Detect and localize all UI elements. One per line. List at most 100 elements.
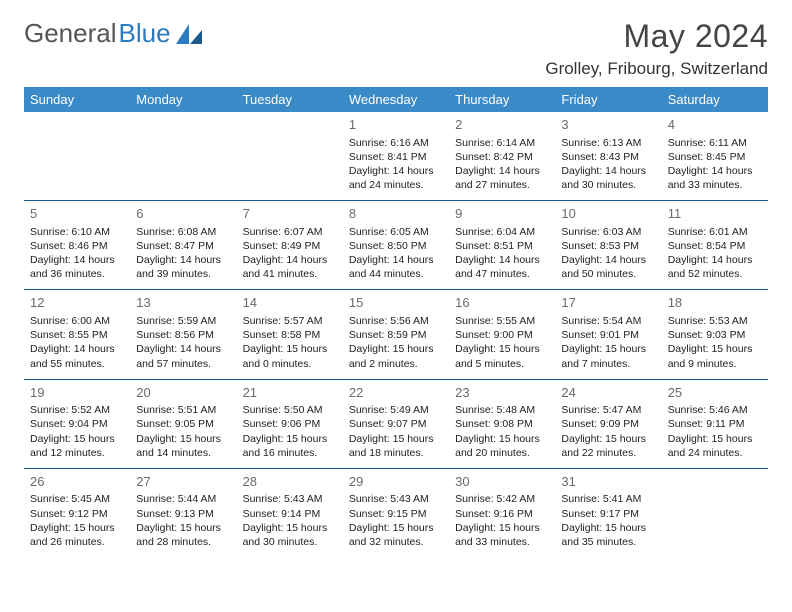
cell-daylight2: and 2 minutes. [349,357,443,371]
day-number: 19 [30,384,124,402]
cell-daylight1: Daylight: 14 hours [349,164,443,178]
calendar-cell: 7Sunrise: 6:07 AMSunset: 8:49 PMDaylight… [237,201,343,290]
cell-daylight2: and 27 minutes. [455,178,549,192]
day-number: 25 [668,384,762,402]
cell-daylight1: Daylight: 14 hours [668,164,762,178]
cell-sunrise: Sunrise: 5:50 AM [243,403,337,417]
calendar-cell: 28Sunrise: 5:43 AMSunset: 9:14 PMDayligh… [237,468,343,557]
cell-sunrise: Sunrise: 6:04 AM [455,225,549,239]
cell-sunset: Sunset: 9:12 PM [30,507,124,521]
cell-sunset: Sunset: 8:53 PM [561,239,655,253]
cell-sunset: Sunset: 9:08 PM [455,417,549,431]
cell-daylight1: Daylight: 14 hours [30,253,124,267]
cell-sunset: Sunset: 8:45 PM [668,150,762,164]
day-number: 6 [136,205,230,223]
weekday-header: Friday [555,87,661,112]
cell-sunrise: Sunrise: 6:07 AM [243,225,337,239]
cell-daylight2: and 22 minutes. [561,446,655,460]
cell-sunrise: Sunrise: 5:56 AM [349,314,443,328]
calendar-cell: 16Sunrise: 5:55 AMSunset: 9:00 PMDayligh… [449,290,555,379]
cell-daylight1: Daylight: 15 hours [668,342,762,356]
calendar-cell [662,468,768,557]
title-block: May 2024 Grolley, Fribourg, Switzerland [545,18,768,85]
calendar-cell: 10Sunrise: 6:03 AMSunset: 8:53 PMDayligh… [555,201,661,290]
cell-sunrise: Sunrise: 5:52 AM [30,403,124,417]
cell-daylight2: and 24 minutes. [349,178,443,192]
cell-daylight2: and 55 minutes. [30,357,124,371]
cell-daylight2: and 9 minutes. [668,357,762,371]
cell-daylight1: Daylight: 15 hours [136,521,230,535]
calendar-cell: 20Sunrise: 5:51 AMSunset: 9:05 PMDayligh… [130,379,236,468]
cell-sunrise: Sunrise: 5:41 AM [561,492,655,506]
cell-daylight2: and 50 minutes. [561,267,655,281]
cell-daylight1: Daylight: 15 hours [243,432,337,446]
day-number: 18 [668,294,762,312]
day-number: 14 [243,294,337,312]
calendar-cell: 21Sunrise: 5:50 AMSunset: 9:06 PMDayligh… [237,379,343,468]
cell-daylight1: Daylight: 15 hours [349,342,443,356]
calendar-cell: 27Sunrise: 5:44 AMSunset: 9:13 PMDayligh… [130,468,236,557]
cell-sunrise: Sunrise: 6:03 AM [561,225,655,239]
weekday-header: Thursday [449,87,555,112]
cell-sunset: Sunset: 9:05 PM [136,417,230,431]
day-number: 16 [455,294,549,312]
cell-daylight2: and 33 minutes. [668,178,762,192]
cell-daylight1: Daylight: 14 hours [243,253,337,267]
day-number: 29 [349,473,443,491]
cell-sunset: Sunset: 8:47 PM [136,239,230,253]
calendar-cell: 1Sunrise: 6:16 AMSunset: 8:41 PMDaylight… [343,112,449,201]
cell-sunrise: Sunrise: 6:16 AM [349,136,443,150]
cell-daylight1: Daylight: 15 hours [136,432,230,446]
cell-daylight2: and 5 minutes. [455,357,549,371]
calendar-cell: 9Sunrise: 6:04 AMSunset: 8:51 PMDaylight… [449,201,555,290]
calendar-cell: 5Sunrise: 6:10 AMSunset: 8:46 PMDaylight… [24,201,130,290]
calendar-header: SundayMondayTuesdayWednesdayThursdayFrid… [24,87,768,112]
cell-daylight2: and 52 minutes. [668,267,762,281]
cell-sunset: Sunset: 8:51 PM [455,239,549,253]
cell-sunset: Sunset: 9:09 PM [561,417,655,431]
cell-daylight1: Daylight: 15 hours [455,342,549,356]
day-number: 27 [136,473,230,491]
cell-sunrise: Sunrise: 6:10 AM [30,225,124,239]
cell-daylight1: Daylight: 14 hours [136,253,230,267]
cell-sunrise: Sunrise: 5:57 AM [243,314,337,328]
calendar-cell: 23Sunrise: 5:48 AMSunset: 9:08 PMDayligh… [449,379,555,468]
day-number: 7 [243,205,337,223]
cell-daylight1: Daylight: 14 hours [668,253,762,267]
cell-daylight1: Daylight: 15 hours [243,521,337,535]
cell-sunset: Sunset: 8:50 PM [349,239,443,253]
cell-daylight2: and 35 minutes. [561,535,655,549]
calendar-cell [130,112,236,201]
cell-daylight2: and 32 minutes. [349,535,443,549]
logo: GeneralBlue [24,18,202,49]
cell-sunset: Sunset: 8:41 PM [349,150,443,164]
day-number: 13 [136,294,230,312]
calendar-cell: 19Sunrise: 5:52 AMSunset: 9:04 PMDayligh… [24,379,130,468]
cell-daylight2: and 28 minutes. [136,535,230,549]
cell-sunset: Sunset: 8:42 PM [455,150,549,164]
logo-sail-icon [176,24,202,44]
calendar-cell: 12Sunrise: 6:00 AMSunset: 8:55 PMDayligh… [24,290,130,379]
cell-daylight2: and 30 minutes. [243,535,337,549]
cell-daylight2: and 57 minutes. [136,357,230,371]
cell-sunrise: Sunrise: 6:08 AM [136,225,230,239]
cell-daylight1: Daylight: 15 hours [30,432,124,446]
day-number: 8 [349,205,443,223]
cell-sunrise: Sunrise: 6:00 AM [30,314,124,328]
day-number: 10 [561,205,655,223]
cell-daylight2: and 39 minutes. [136,267,230,281]
calendar-table: SundayMondayTuesdayWednesdayThursdayFrid… [24,87,768,557]
calendar-cell: 17Sunrise: 5:54 AMSunset: 9:01 PMDayligh… [555,290,661,379]
cell-daylight2: and 44 minutes. [349,267,443,281]
cell-daylight1: Daylight: 14 hours [561,164,655,178]
calendar-cell: 22Sunrise: 5:49 AMSunset: 9:07 PMDayligh… [343,379,449,468]
cell-sunrise: Sunrise: 6:14 AM [455,136,549,150]
cell-sunset: Sunset: 9:11 PM [668,417,762,431]
day-number: 2 [455,116,549,134]
calendar-cell: 14Sunrise: 5:57 AMSunset: 8:58 PMDayligh… [237,290,343,379]
cell-daylight2: and 0 minutes. [243,357,337,371]
cell-sunset: Sunset: 9:17 PM [561,507,655,521]
cell-daylight1: Daylight: 14 hours [349,253,443,267]
calendar-cell [237,112,343,201]
calendar-cell: 8Sunrise: 6:05 AMSunset: 8:50 PMDaylight… [343,201,449,290]
